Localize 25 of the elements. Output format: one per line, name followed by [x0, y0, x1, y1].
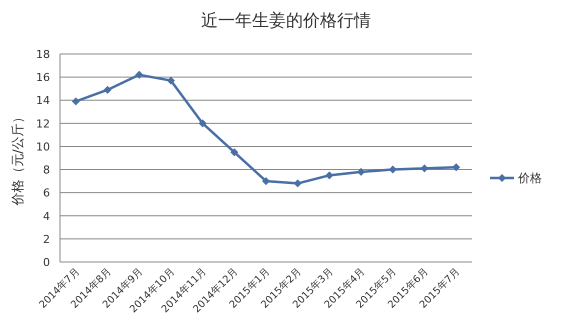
point [166, 76, 175, 85]
y-tick-label: 2 [43, 232, 50, 246]
y-tick-label: 4 [43, 210, 50, 223]
point [388, 166, 397, 174]
y-tick-label: 6 [43, 186, 50, 200]
point [230, 148, 238, 156]
point [452, 163, 460, 172]
y-tick-label: 0 [43, 256, 50, 269]
point [357, 168, 366, 176]
y-tick-label: 16 [36, 71, 50, 84]
y-tick-label: 10 [36, 140, 50, 154]
y-axis-title: 价格（元/公斤） [11, 110, 26, 207]
y-tick-label: 18 [36, 48, 50, 61]
legend-label: 价格 [517, 171, 542, 185]
point [72, 97, 80, 106]
point [135, 70, 144, 79]
point [104, 86, 112, 94]
y-tick-label: 12 [36, 117, 50, 130]
y-tick-label: 8 [43, 164, 50, 177]
chart-title: 近一年生姜的价格行情 [201, 11, 371, 31]
y-tick-label: 14 [36, 94, 50, 108]
point [325, 171, 334, 180]
point [294, 179, 302, 188]
point [198, 119, 207, 128]
point [262, 177, 270, 186]
